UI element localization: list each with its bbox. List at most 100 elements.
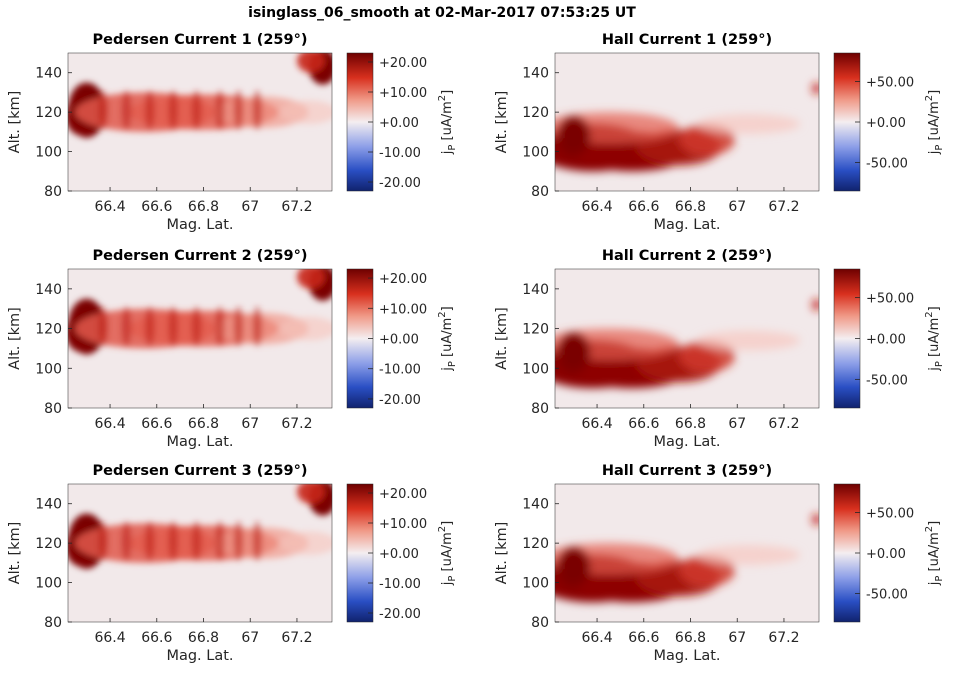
colorbar-tick-label: -10.00 <box>379 146 421 161</box>
x-tick-label: 66.4 <box>581 199 612 215</box>
y-axis-label: Alt. [km] <box>7 522 23 585</box>
x-tick-label: 66.8 <box>188 199 219 215</box>
x-tick-label: 67.2 <box>768 199 799 215</box>
current-stripe <box>121 521 132 561</box>
x-tick-label: 66.4 <box>581 630 612 646</box>
y-axis-label: Alt. [km] <box>494 522 510 585</box>
heatmap-area <box>68 269 332 408</box>
colorbar-tick-label: +50.00 <box>866 292 914 307</box>
current-region <box>280 100 332 124</box>
y-tick-label: 100 <box>35 145 62 161</box>
y-tick-label: 100 <box>522 145 549 161</box>
x-tick-label: 66.4 <box>94 199 125 215</box>
heatmap-area <box>555 484 819 622</box>
x-tick-label: 66.4 <box>94 416 125 432</box>
current-panel-5: Pedersen Current 3 (259°) 66.4 66.6 66.8 67 6… <box>7 463 458 664</box>
current-stripe <box>168 306 178 347</box>
y-tick-label: 100 <box>522 576 549 592</box>
colorbar-label: jP [uA/m2] <box>924 306 945 372</box>
y-tick-label: 140 <box>35 66 62 82</box>
current-stripe <box>168 521 178 561</box>
colorbar-tick-label: +10.00 <box>379 302 427 317</box>
x-tick-label: 66.4 <box>94 630 125 646</box>
heatmap-area <box>555 269 819 408</box>
heatmap-area <box>68 53 332 191</box>
current-panel-6: Hall Current 3 (259°) 66.4 66.6 66.8 67 67.2 8… <box>494 463 945 664</box>
x-tick-label: 67 <box>241 199 259 215</box>
panel-title: Pedersen Current 3 (259°) <box>93 463 308 479</box>
x-tick-label: 66.6 <box>141 199 172 215</box>
y-tick-label: 140 <box>522 66 549 82</box>
current-stripe <box>121 90 132 130</box>
colorbar-tick-label: +0.00 <box>866 547 906 562</box>
x-tick-label: 66.6 <box>628 630 659 646</box>
colorbar-tick-label: +0.00 <box>866 333 906 348</box>
y-axis-label: Alt. [km] <box>494 307 510 370</box>
x-tick-label: 66.6 <box>141 630 172 646</box>
current-region <box>557 332 591 373</box>
x-tick-label: 67 <box>728 416 746 432</box>
y-tick-label: 140 <box>522 282 549 298</box>
current-region <box>296 269 325 289</box>
x-tick-label: 66.8 <box>675 630 706 646</box>
axes-frame <box>67 52 333 192</box>
colorbar-label: jP [uA/m2] <box>437 521 458 587</box>
colorbar-label: jP [uA/m2] <box>924 90 945 156</box>
current-stripe <box>168 90 178 130</box>
axes-frame <box>67 483 333 623</box>
x-tick-label: 67.2 <box>281 416 312 432</box>
y-axis-label: Alt. [km] <box>7 91 23 154</box>
current-stripe <box>215 90 225 130</box>
x-tick-label: 66.6 <box>628 416 659 432</box>
axes-frame <box>67 268 333 409</box>
x-tick-label: 67 <box>728 199 746 215</box>
x-axis-label: Mag. Lat. <box>653 217 720 233</box>
current-region <box>697 545 801 565</box>
current-region <box>296 53 325 73</box>
colorbar-label: jP [uA/m2] <box>437 306 458 372</box>
colorbar-tick-label: -10.00 <box>379 577 421 592</box>
current-stripe <box>252 521 262 561</box>
current-region <box>280 316 332 341</box>
x-axis-label: Mag. Lat. <box>166 217 233 233</box>
y-tick-label: 120 <box>35 536 62 552</box>
panel-title: Hall Current 1 (259°) <box>602 32 772 48</box>
colorbar-tick-label: +20.00 <box>379 272 427 287</box>
current-stripe <box>252 306 262 347</box>
axes-frame <box>554 268 820 409</box>
current-stripe <box>233 90 244 130</box>
colorbar-tick-label: +20.00 <box>379 56 427 71</box>
x-tick-label: 67 <box>241 416 259 432</box>
current-region <box>811 82 819 95</box>
current-panel-3: Pedersen Current 2 (259°) 66.4 66.6 66.8 67 6… <box>7 248 458 450</box>
panel-title: Pedersen Current 2 (259°) <box>93 248 308 264</box>
panel-title: Hall Current 3 (259°) <box>602 463 772 479</box>
colorbar-tick-label: +10.00 <box>379 86 427 101</box>
y-tick-label: 80 <box>531 615 549 631</box>
axes-frame <box>554 52 820 192</box>
current-region <box>697 114 801 134</box>
current-stripe <box>191 521 202 561</box>
x-axis-label: Mag. Lat. <box>653 434 720 450</box>
heatmap-area <box>555 53 819 191</box>
x-tick-label: 66.8 <box>188 630 219 646</box>
figure-title: isinglass_06_smooth at 02-Mar-2017 07:53… <box>248 5 636 21</box>
y-tick-label: 140 <box>35 497 62 513</box>
y-tick-label: 80 <box>531 184 549 200</box>
y-tick-label: 80 <box>44 615 62 631</box>
x-tick-label: 67.2 <box>768 416 799 432</box>
colorbar-tick-label: +0.00 <box>379 116 419 131</box>
panel-title: Hall Current 2 (259°) <box>602 248 772 264</box>
y-tick-label: 120 <box>522 322 549 338</box>
y-tick-label: 120 <box>35 322 62 338</box>
y-axis-label: Alt. [km] <box>7 307 23 370</box>
y-tick-label: 120 <box>35 105 62 121</box>
x-axis-label: Mag. Lat. <box>166 434 233 450</box>
colorbar-tick-label: -50.00 <box>866 373 908 388</box>
x-tick-label: 67.2 <box>281 199 312 215</box>
heatmap-area <box>68 484 332 622</box>
y-tick-label: 120 <box>522 105 549 121</box>
current-region <box>697 330 801 351</box>
y-tick-label: 140 <box>522 497 549 513</box>
